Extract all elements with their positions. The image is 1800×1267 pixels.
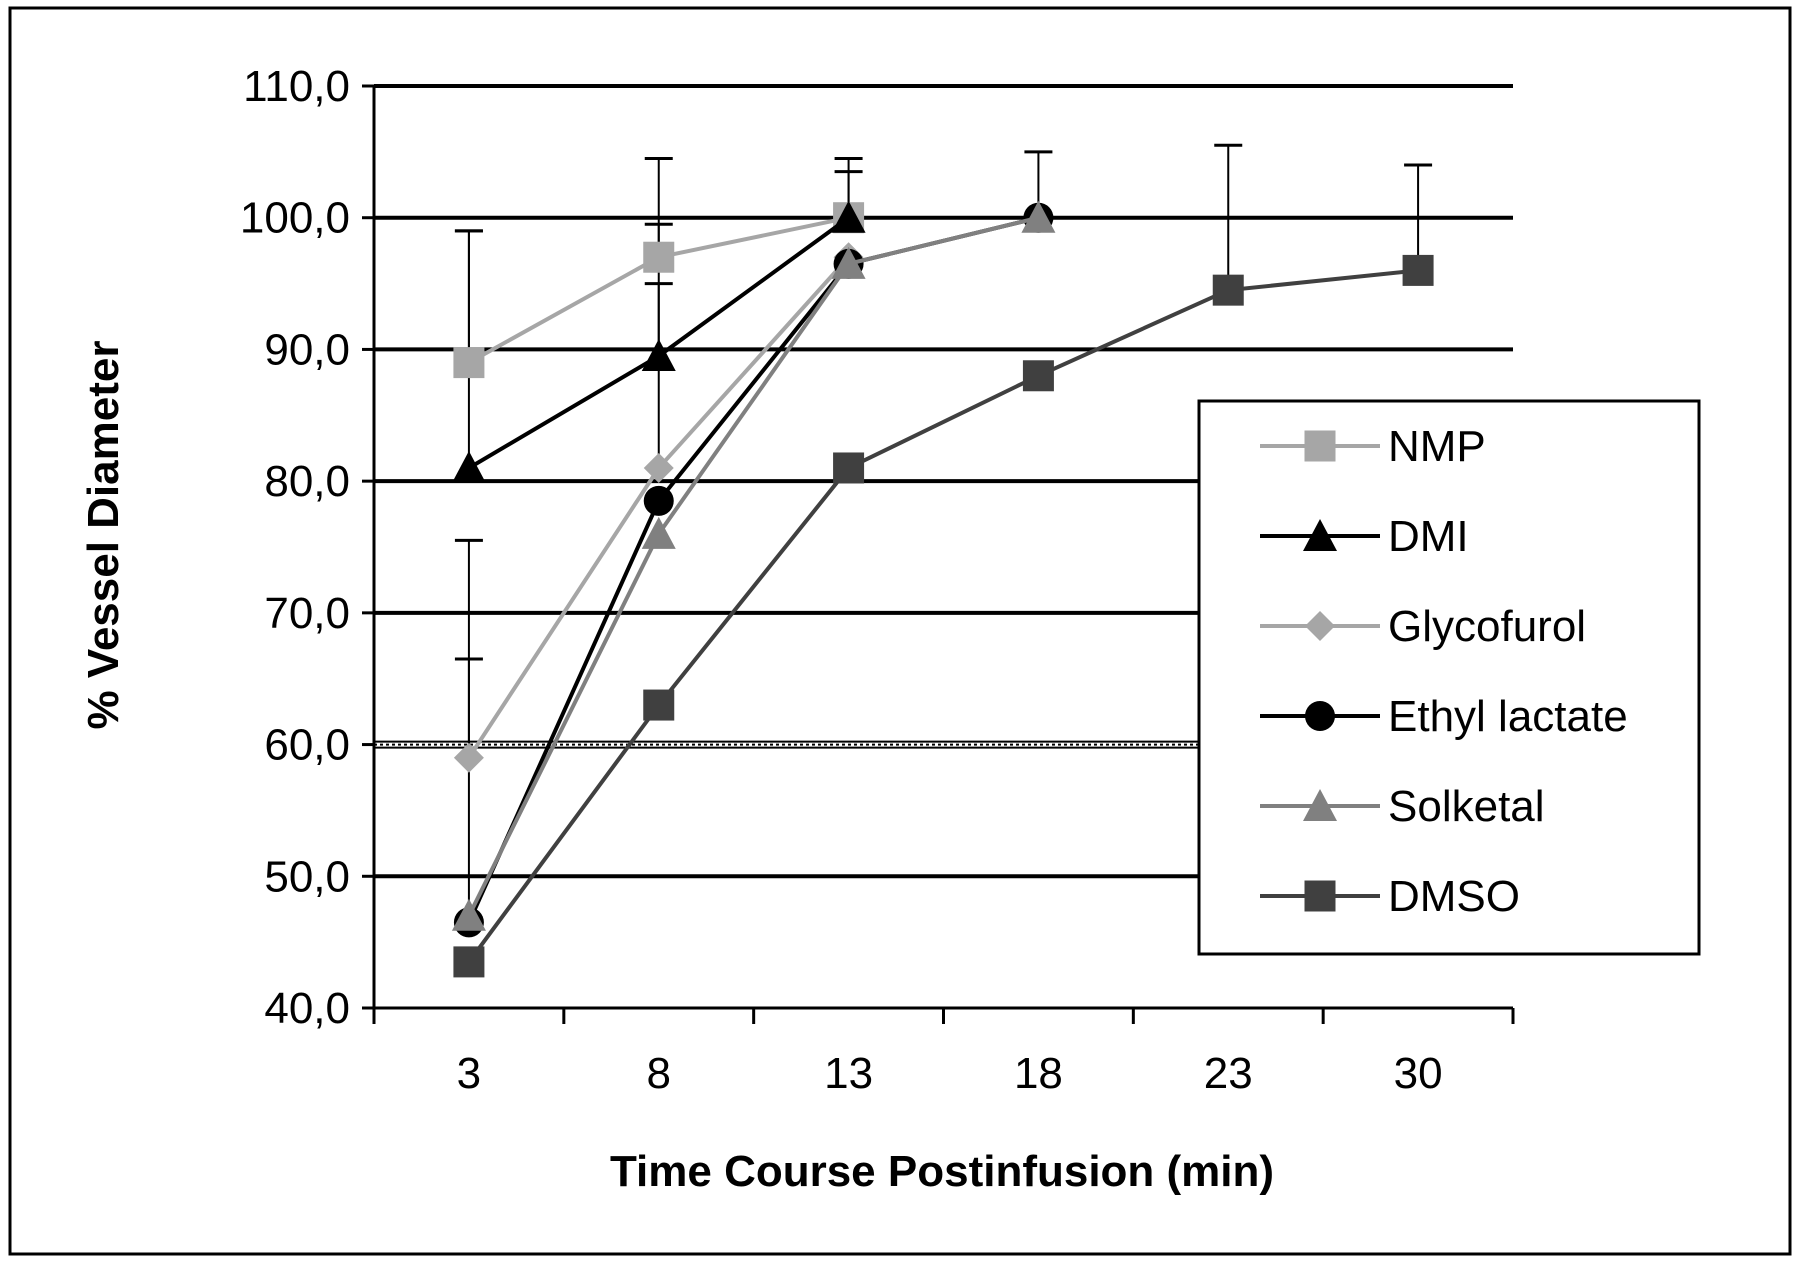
data-point-solketal-3 [451,898,486,931]
data-point-dmi-3 [451,450,486,483]
legend-label-dmso: DMSO [1388,872,1520,921]
error-bars [454,143,1433,923]
legend-marker-dmso [1304,880,1336,912]
legend-label-ethyl-lactate: Ethyl lactate [1388,692,1628,741]
legend: NMP DMI Glycofurol Ethyl lactate Solketal DMS… [1197,399,1701,956]
series-line-dmso [467,268,1419,964]
legend-marker-nmp [1304,430,1336,462]
legend-marker-glycofurol [1305,611,1335,641]
data-point-dmso-13 [833,452,865,484]
x-tick-label-3: 3 [457,1049,481,1098]
legend-label-nmp: NMP [1388,422,1486,471]
data-point-dmi-8 [641,339,676,372]
data-point-solketal-8 [641,516,676,549]
data-point-nmp-3 [453,347,485,379]
y-tick-label-40: 40,0 [264,984,350,1033]
data-point-glycofurol-8 [643,452,674,483]
legend-label-glycofurol: Glycofurol [1388,602,1586,651]
legend-box [1197,399,1701,956]
series-lines [451,200,1434,978]
x-tick-label-13: 13 [824,1049,873,1098]
series-line-solketal [467,215,1039,917]
x-tick-label-23: 23 [1204,1049,1253,1098]
x-tick-label-30: 30 [1394,1049,1443,1098]
data-point-dmso-23 [1212,274,1244,306]
y-tick-label-110: 110,0 [243,62,350,111]
x-tick-label-18: 18 [1014,1049,1063,1098]
data-point-dmi-13 [831,200,866,233]
data-point-dmso-18 [1022,360,1054,392]
legend-marker-ethyl-lactate [1305,701,1335,731]
legend-label-solketal: Solketal [1388,782,1545,831]
legend-marker-solketal [1303,789,1337,821]
data-point-glycofurol-3 [453,742,484,773]
y-axis-title: % Vessel Diameter [79,341,128,730]
x-tick-label-8: 8 [647,1049,671,1098]
legend-label-dmi: DMI [1388,512,1469,561]
data-point-dmso-8 [643,689,675,721]
y-tick-label-80: 80,0 [264,457,350,506]
y-tick-label-60: 60,0 [264,721,350,770]
y-tick-labels: 40,0 50,0 60,0 70,0 80,0 90,0 100,0 110,0 [240,62,350,1033]
y-tick-label-90: 90,0 [264,325,350,374]
data-point-ethyl-lactate-8 [643,485,674,516]
x-tick-labels: 3 8 13 18 23 30 [457,1049,1443,1098]
data-point-solketal-13 [831,246,866,279]
y-tick-label-70: 70,0 [264,589,350,638]
y-tick-label-50: 50,0 [264,852,350,901]
data-point-nmp-8 [643,241,675,273]
data-point-dmso-3 [453,946,485,978]
data-point-dmso-30 [1402,254,1434,286]
data-point-solketal-18 [1021,200,1056,233]
y-tick-label-100: 100,0 [240,194,350,243]
axes [362,84,1515,1024]
legend-marker-dmi [1303,519,1337,551]
x-axis-title: Time Course Postinfusion (min) [610,1147,1274,1196]
